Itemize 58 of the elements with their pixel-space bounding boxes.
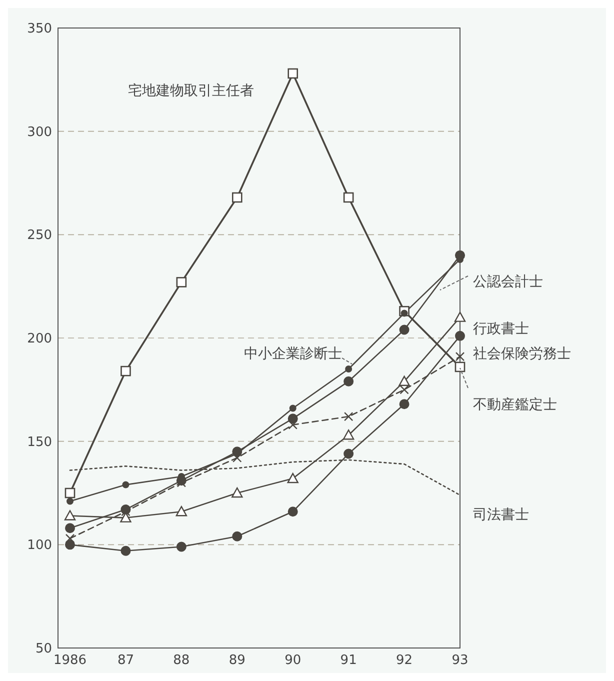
series-label: 公認会計士 (473, 274, 543, 290)
series-label: 宅地建物取引主任者 (128, 82, 254, 99)
point (288, 420, 298, 430)
y-tick-label: 250 (27, 228, 52, 244)
series-label: 社会保険労務士 (473, 346, 571, 362)
point (65, 523, 75, 534)
point (344, 376, 354, 386)
point (176, 542, 186, 552)
x-tick-label: 91 (340, 653, 357, 668)
point (289, 404, 296, 412)
point (345, 366, 352, 372)
point (120, 366, 131, 376)
text: 不動産鑑定士 (473, 396, 557, 413)
point (455, 330, 465, 341)
x-tick-label: 90 (284, 653, 302, 668)
y-tick-label: 150 (27, 434, 52, 450)
point (344, 448, 354, 459)
point (455, 352, 465, 362)
point (122, 481, 130, 488)
point (399, 399, 410, 410)
series-label: 行政書士 (473, 320, 529, 337)
point (342, 430, 354, 440)
x-tick-label: 89 (228, 653, 246, 668)
point (454, 312, 466, 322)
point (454, 362, 466, 372)
point (287, 472, 298, 484)
point (288, 506, 298, 517)
point (176, 506, 188, 516)
point (343, 192, 354, 203)
point (66, 498, 74, 505)
point (344, 412, 354, 422)
y-tick-label: 50 (35, 642, 52, 657)
y-tick-label: 200 (27, 332, 52, 347)
series-label: 司法書士 (473, 506, 529, 523)
point (399, 324, 410, 335)
point (232, 192, 242, 203)
x-tick-label: 92 (396, 653, 413, 668)
series-label: 中小企業診断士 (244, 346, 342, 362)
y-tick-label: 300 (27, 124, 52, 140)
x-tick-label: 93 (452, 653, 468, 668)
point (64, 510, 76, 520)
point (232, 487, 243, 498)
point (400, 385, 409, 394)
point (65, 534, 75, 544)
y-tick-label: 350 (27, 22, 52, 37)
x-tick-label: 1986 (53, 653, 87, 668)
x-tick-label: 88 (173, 653, 190, 668)
y-tick-label: 100 (27, 538, 52, 554)
x-tick-label: 87 (117, 653, 134, 668)
point (232, 531, 242, 542)
point (455, 250, 465, 260)
point (288, 68, 298, 79)
point (120, 546, 131, 556)
point (176, 277, 187, 288)
point (398, 376, 410, 386)
point (64, 488, 76, 498)
point (232, 453, 242, 462)
point (65, 540, 75, 550)
